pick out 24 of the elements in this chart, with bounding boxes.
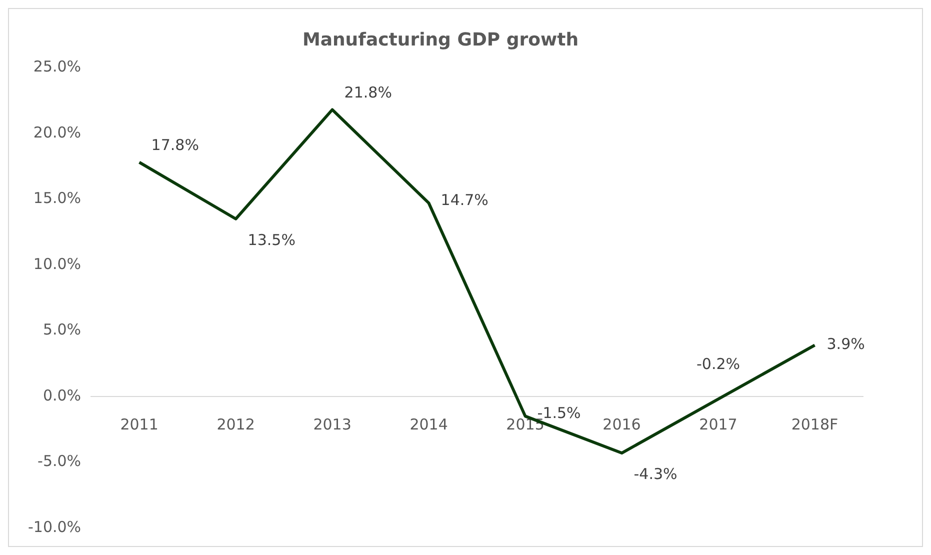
y-tick-label: 10.0% <box>33 254 82 273</box>
x-tick-label: 2012 <box>216 415 255 434</box>
y-tick-label: 15.0% <box>33 189 82 208</box>
y-tick-label: -5.0% <box>38 452 82 470</box>
data-label: 21.8% <box>344 84 392 102</box>
x-tick-label: 2017 <box>699 415 738 434</box>
y-tick-label: 20.0% <box>33 123 82 142</box>
y-tick-label: 0.0% <box>42 386 82 404</box>
data-label: -1.5% <box>537 404 581 422</box>
x-tick-label: 2013 <box>313 415 352 434</box>
chart-title: Manufacturing GDP growth <box>302 29 579 50</box>
x-tick-label: 2018F <box>791 415 838 434</box>
data-label: -0.2% <box>696 354 740 373</box>
data-label: -4.3% <box>634 464 678 483</box>
x-tick-label: 2011 <box>120 415 158 434</box>
data-label: 13.5% <box>248 230 296 249</box>
y-tick-label: -10.0% <box>28 518 82 536</box>
y-tick-label: 25.0% <box>33 57 82 76</box>
x-tick-label: 2014 <box>410 415 448 434</box>
data-label: 3.9% <box>826 335 865 354</box>
data-label: 17.8% <box>151 136 199 154</box>
y-tick-label: 5.0% <box>42 320 82 339</box>
x-tick-label: 2016 <box>602 415 641 434</box>
data-label: 14.7% <box>440 190 488 209</box>
